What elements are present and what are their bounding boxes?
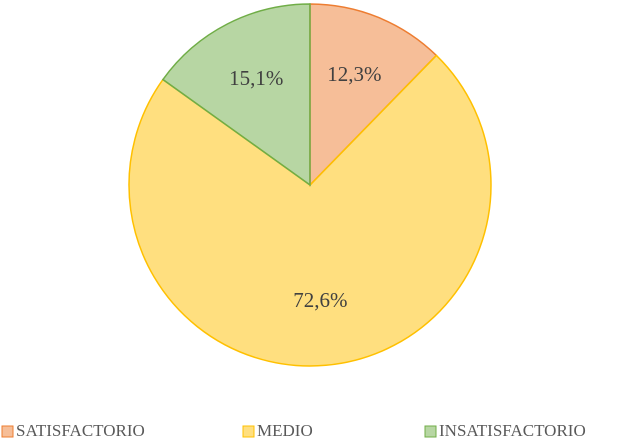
legend-swatch [424,425,437,438]
legend-label: INSATISFACTORIO [439,421,586,440]
data-label: 12,3% [327,62,381,86]
pie-slice [161,3,311,187]
pie-slice [128,54,492,367]
legend-swatch [242,425,255,438]
data-label: 72,6% [293,288,347,312]
legend-label: SATISFACTORIO [16,421,145,440]
legend-swatch [1,425,14,438]
data-label: 15,1% [229,66,283,90]
legend-label: MEDIO [257,421,313,440]
pie-slice [309,3,438,187]
